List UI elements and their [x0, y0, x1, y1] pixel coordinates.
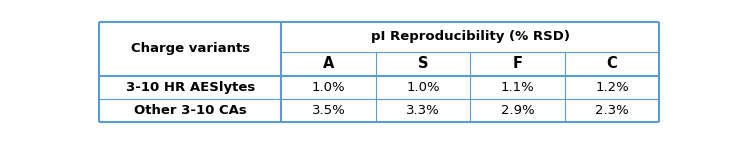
Text: 1.0%: 1.0% [406, 81, 440, 94]
Text: S: S [418, 56, 428, 71]
Text: 1.0%: 1.0% [312, 81, 346, 94]
Text: 3.3%: 3.3% [406, 104, 440, 117]
Text: Charge variants: Charge variants [131, 42, 250, 55]
Text: 2.9%: 2.9% [501, 104, 534, 117]
Text: A: A [323, 56, 334, 71]
Text: 1.1%: 1.1% [501, 81, 535, 94]
Text: 3-10 HR AESlytes: 3-10 HR AESlytes [126, 81, 255, 94]
Text: 2.3%: 2.3% [595, 104, 629, 117]
Text: F: F [513, 56, 522, 71]
Text: pI Reproducibility (% RSD): pI Reproducibility (% RSD) [371, 30, 570, 44]
Text: 3.5%: 3.5% [312, 104, 346, 117]
Text: Other 3-10 CAs: Other 3-10 CAs [134, 104, 246, 117]
Text: C: C [607, 56, 617, 71]
Text: 1.2%: 1.2% [595, 81, 629, 94]
